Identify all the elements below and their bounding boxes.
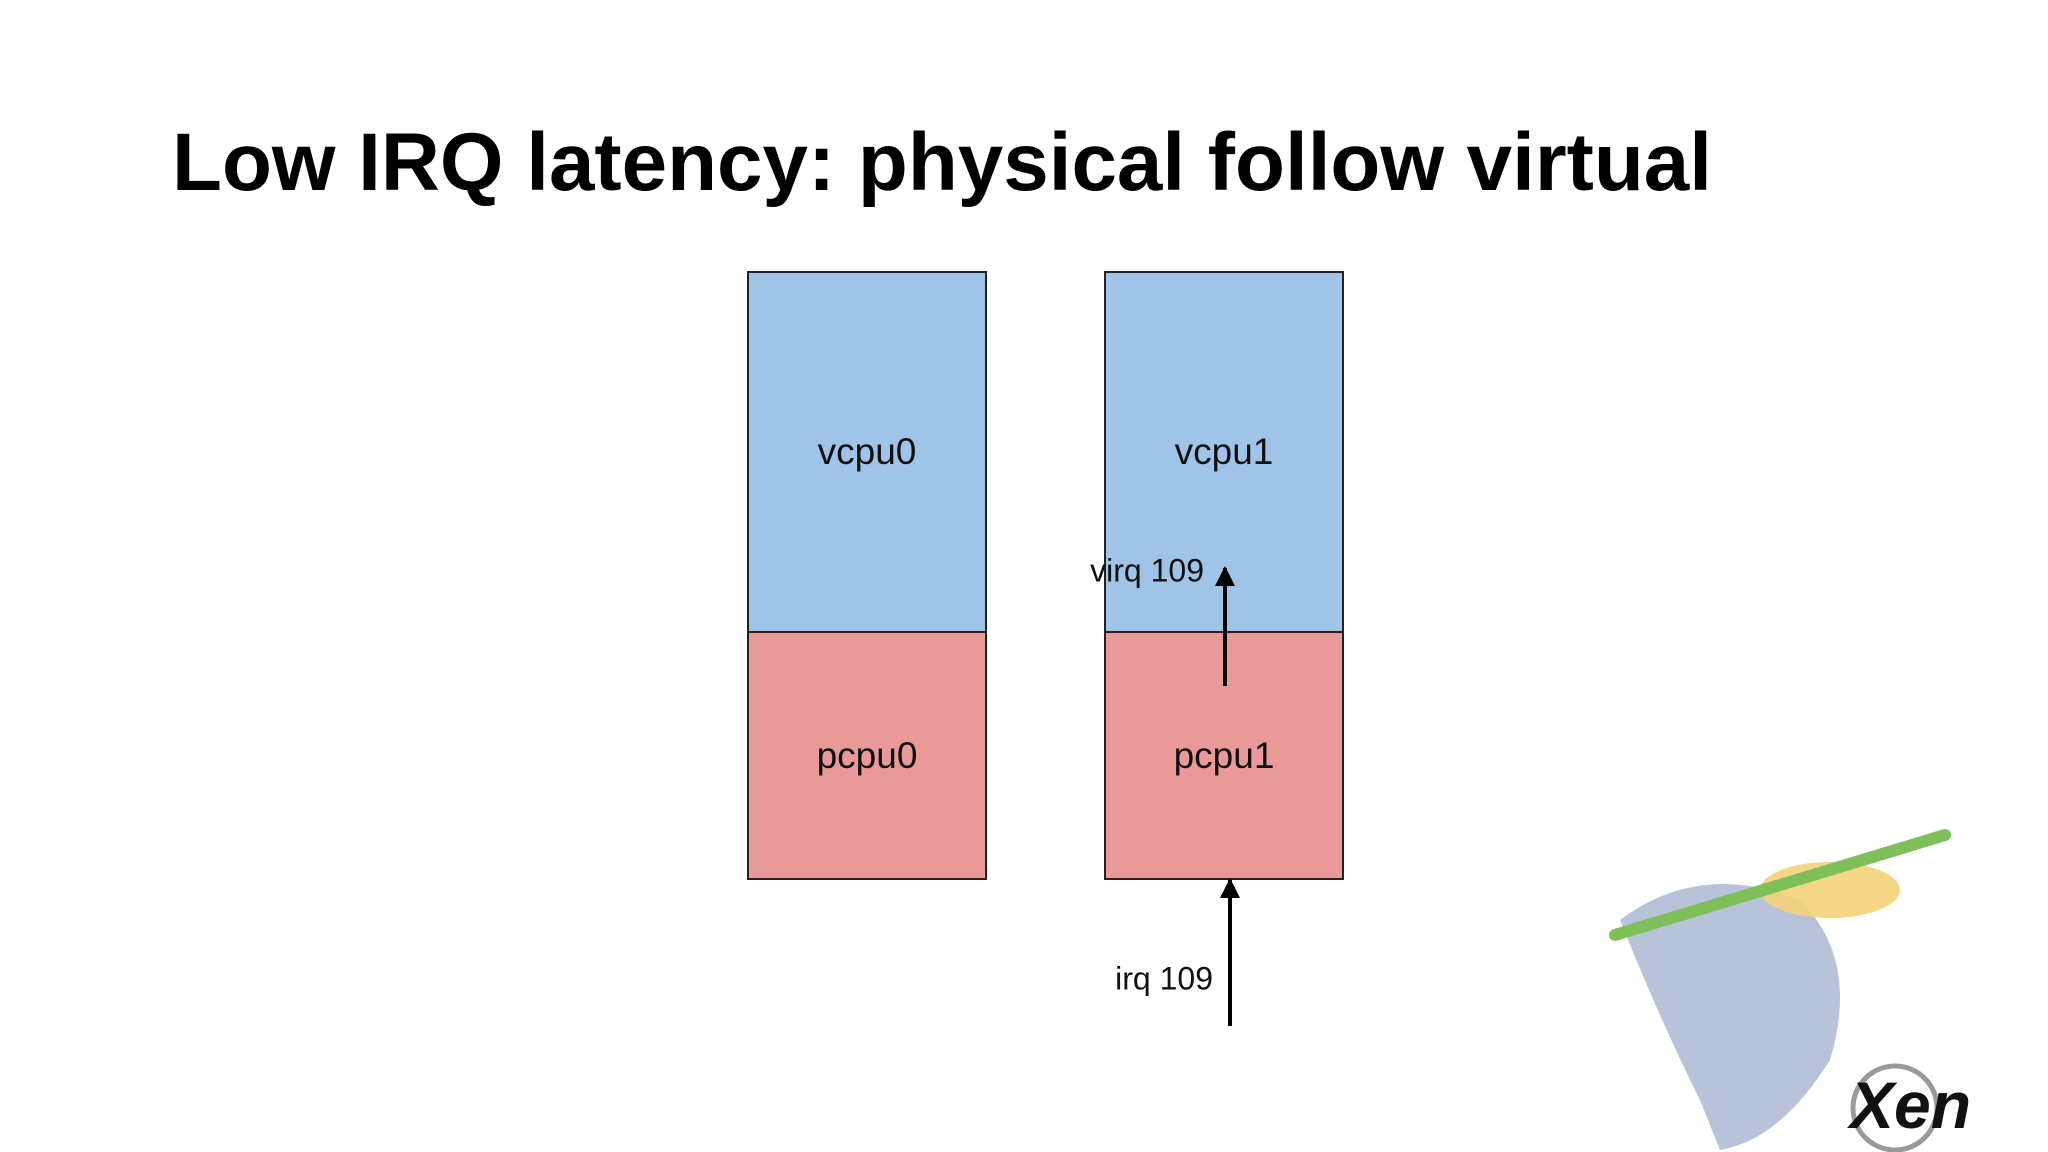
node-label: pcpu0 [817,735,918,776]
edge-label: irq 109 [1115,960,1213,996]
node-label: pcpu1 [1174,735,1275,776]
node-label: vcpu0 [818,431,917,472]
logo-text: Xen [1846,1068,1971,1142]
node-label: vcpu1 [1175,431,1274,472]
slide-title: Low IRQ latency: physical follow virtual [172,117,1712,208]
logo: Xen [1609,829,1971,1152]
vcpu-box [747,271,987,633]
edge-label: virq 109 [1090,552,1204,588]
pcpu-box [747,631,987,880]
